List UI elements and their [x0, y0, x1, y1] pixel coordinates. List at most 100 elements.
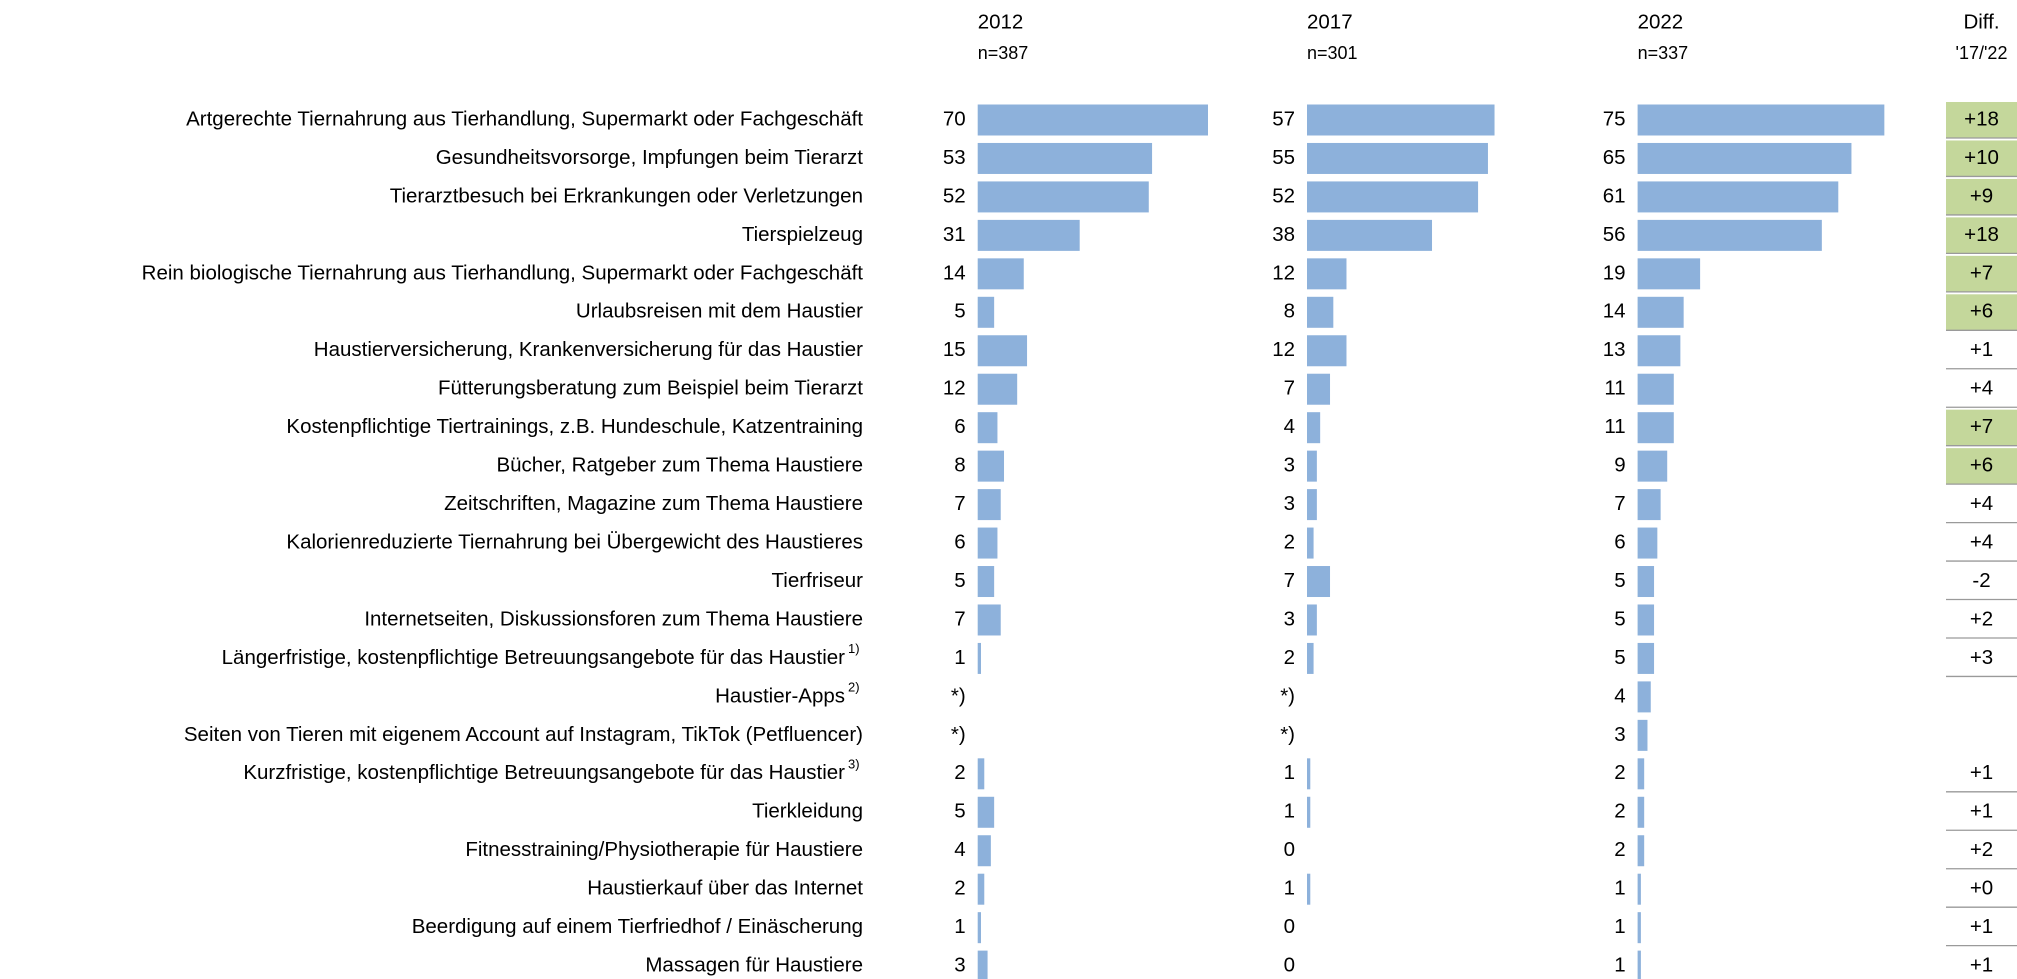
diff-value: +6 — [1970, 454, 1993, 477]
diff-value: +4 — [1970, 492, 1993, 515]
value-label: 3 — [954, 954, 965, 977]
value-label: 75 — [1603, 107, 1626, 130]
diff-value: +6 — [1970, 300, 1993, 323]
bar — [1637, 566, 1655, 598]
bar — [977, 796, 995, 828]
category-label: Haustierkauf über das Internet — [587, 877, 863, 900]
category-label: Bücher, Ratgeber zum Thema Haustiere — [496, 454, 863, 477]
value-label: 1 — [1284, 761, 1295, 784]
value-label: *) — [1280, 684, 1295, 707]
value-label: 5 — [1614, 646, 1625, 669]
value-label: 6 — [954, 415, 965, 438]
category-label: Artgerechte Tiernahrung aus Tierhandlung… — [186, 107, 863, 130]
diff-highlight — [1946, 448, 2017, 485]
diff-highlight — [1946, 217, 2017, 254]
category-label: Rein biologische Tiernahrung aus Tierhan… — [142, 261, 864, 284]
series-subtitle: n=301 — [1307, 43, 1358, 63]
category-label: Fütterungsberatung zum Beispiel beim Tie… — [438, 377, 863, 400]
diff-header: Diff. — [1963, 10, 1999, 33]
diff-value: +1 — [1970, 915, 1993, 938]
value-label: 2 — [1614, 800, 1625, 823]
bar — [977, 950, 988, 979]
value-label: 0 — [1284, 915, 1295, 938]
bar — [1637, 642, 1655, 674]
diff-value: +0 — [1970, 877, 1993, 900]
value-label: 2 — [954, 761, 965, 784]
category-label: Internetseiten, Diskussionsforen zum The… — [364, 607, 863, 630]
bar — [1637, 219, 1822, 251]
value-label: 5 — [1614, 569, 1625, 592]
bar — [1307, 642, 1314, 674]
bar — [977, 181, 1149, 213]
category-label: Tierfriseur — [772, 569, 864, 592]
bar — [1307, 104, 1495, 136]
value-label: 8 — [1284, 300, 1295, 323]
bar — [1637, 104, 1885, 136]
series-subtitle: n=387 — [978, 43, 1029, 63]
bar — [1637, 335, 1681, 367]
bar — [1637, 950, 1641, 979]
value-label: 7 — [954, 607, 965, 630]
bar — [1307, 335, 1347, 367]
value-label: 3 — [1284, 492, 1295, 515]
diff-value: +10 — [1964, 146, 1999, 169]
category-label: Fitnesstraining/Physiotherapie für Haust… — [465, 838, 863, 861]
value-label: 4 — [1284, 415, 1295, 438]
value-label: 31 — [943, 223, 966, 246]
bar — [977, 642, 981, 674]
bar — [977, 412, 998, 444]
diff-value: +4 — [1970, 530, 1993, 553]
footnote-mark: 3) — [848, 756, 860, 771]
value-label: 12 — [1272, 261, 1295, 284]
footnote-mark: 1) — [848, 641, 860, 656]
value-label: 19 — [1603, 261, 1626, 284]
category-label: Haustierversicherung, Krankenversicherun… — [314, 338, 863, 361]
bar — [1307, 489, 1317, 521]
series-header: 2012 — [978, 10, 1024, 33]
value-label: 5 — [1614, 607, 1625, 630]
bar — [1637, 796, 1645, 828]
diff-subtitle: '17/'22 — [1956, 43, 2008, 63]
bar — [977, 873, 985, 905]
bar — [977, 489, 1001, 521]
bar — [1637, 373, 1674, 405]
diff-value: +9 — [1970, 184, 1993, 207]
series-header: 2017 — [1307, 10, 1353, 33]
diff-highlight — [1946, 178, 2017, 215]
value-label: 12 — [1272, 338, 1295, 361]
value-label: 52 — [943, 184, 966, 207]
value-label: 38 — [1272, 223, 1295, 246]
diff-highlight — [1946, 294, 2017, 331]
value-label: 13 — [1603, 338, 1626, 361]
bar — [1307, 796, 1311, 828]
value-label: 1 — [1284, 800, 1295, 823]
bar — [1637, 604, 1655, 636]
value-label: 6 — [1614, 530, 1625, 553]
bar — [1637, 258, 1701, 290]
diff-value: +1 — [1970, 338, 1993, 361]
bar — [977, 104, 1208, 136]
value-label: 1 — [1284, 877, 1295, 900]
diff-highlight — [1946, 102, 2017, 138]
category-label: Tierkleidung — [752, 800, 863, 823]
value-label: 56 — [1603, 223, 1626, 246]
value-label: 5 — [954, 300, 965, 323]
bar — [1307, 527, 1314, 559]
bar — [1637, 489, 1661, 521]
bar — [1637, 450, 1668, 482]
bar — [1637, 873, 1641, 905]
value-label: 8 — [954, 454, 965, 477]
category-label: Beerdigung auf einem Tierfriedhof / Einä… — [412, 915, 863, 938]
diff-value: +4 — [1970, 377, 1993, 400]
category-label: Urlaubsreisen mit dem Haustier — [576, 300, 863, 323]
category-label: Zeitschriften, Magazine zum Thema Hausti… — [444, 492, 863, 515]
bar — [977, 450, 1005, 482]
value-label: 5 — [954, 569, 965, 592]
value-label: 52 — [1272, 184, 1295, 207]
value-label: 65 — [1603, 146, 1626, 169]
value-label: *) — [951, 723, 966, 746]
bar — [1637, 912, 1641, 944]
category-label: Tierarztbesuch bei Erkrankungen oder Ver… — [390, 184, 863, 207]
bar — [1307, 219, 1433, 251]
value-label: 0 — [1284, 954, 1295, 977]
